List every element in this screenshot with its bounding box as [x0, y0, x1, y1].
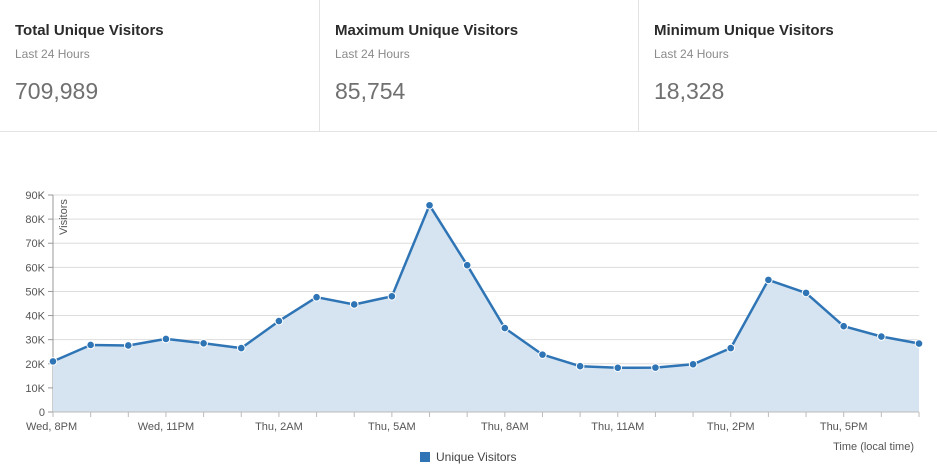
- data-point[interactable]: [236, 343, 246, 353]
- stat-title: Maximum Unique Visitors: [335, 22, 519, 39]
- stat-subtitle: Last 24 Hours: [654, 47, 729, 61]
- stat-total-visitors: Total Unique Visitors Last 24 Hours 709,…: [0, 0, 312, 131]
- y-tick-label: 90K: [25, 190, 45, 202]
- legend-swatch: [420, 452, 430, 462]
- data-point[interactable]: [764, 275, 773, 285]
- data-point[interactable]: [48, 357, 58, 366]
- y-tick-label: 70K: [25, 238, 45, 250]
- data-point[interactable]: [613, 363, 623, 373]
- legend[interactable]: Unique Visitors: [420, 450, 516, 464]
- y-tick-label: 80K: [25, 214, 45, 226]
- x-tick-label: Wed, 8PM: [26, 421, 77, 433]
- series-points: [48, 200, 924, 373]
- x-tick-label: Thu, 5PM: [820, 421, 868, 433]
- stats-row: Total Unique Visitors Last 24 Hours 709,…: [0, 0, 937, 132]
- data-point[interactable]: [161, 334, 171, 344]
- x-tick-label: Thu, 2PM: [707, 421, 755, 433]
- data-point[interactable]: [877, 332, 886, 341]
- data-point[interactable]: [86, 340, 95, 350]
- x-tick-label: Wed, 11PM: [138, 421, 194, 433]
- x-tick-label: Thu, 11AM: [591, 421, 644, 433]
- data-point[interactable]: [801, 288, 811, 298]
- data-point[interactable]: [688, 359, 698, 369]
- data-point[interactable]: [500, 323, 510, 333]
- stat-subtitle: Last 24 Hours: [335, 47, 410, 61]
- y-tick-label: 20K: [25, 359, 45, 371]
- y-tick-label: 50K: [25, 286, 45, 298]
- x-tick-label: Thu, 8AM: [481, 421, 529, 433]
- data-point[interactable]: [199, 338, 208, 348]
- y-tick-label: 0: [39, 407, 45, 419]
- data-point[interactable]: [914, 339, 924, 348]
- stat-title: Minimum Unique Visitors: [654, 22, 834, 39]
- y-tick-label: 10K: [25, 383, 45, 395]
- data-point[interactable]: [124, 341, 133, 350]
- stat-min-visitors: Minimum Unique Visitors Last 24 Hours 18…: [638, 0, 937, 131]
- data-point[interactable]: [726, 343, 736, 353]
- stat-value: 18,328: [654, 78, 725, 104]
- legend-label: Unique Visitors: [436, 450, 517, 464]
- data-point[interactable]: [538, 350, 547, 359]
- data-point[interactable]: [349, 300, 359, 309]
- y-tick-label: 60K: [25, 262, 45, 274]
- data-point[interactable]: [575, 361, 585, 371]
- data-point[interactable]: [312, 292, 321, 302]
- data-point[interactable]: [839, 321, 848, 331]
- series-line: [52, 203, 920, 370]
- data-point[interactable]: [425, 200, 434, 210]
- x-axis-ticks: Wed, 8PM Wed, 11PM Thu, 2AM Thu, 5AM Thu, 8A…: [26, 411, 920, 433]
- y-axis-label: Visitors: [58, 199, 70, 235]
- stat-value: 85,754: [335, 78, 406, 104]
- stat-max-visitors: Maximum Unique Visitors Last 24 Hours 85…: [319, 0, 631, 131]
- stat-title: Total Unique Visitors: [15, 22, 164, 39]
- data-point[interactable]: [274, 316, 284, 326]
- x-tick-label: Thu, 2AM: [255, 421, 303, 433]
- stat-value: 709,989: [15, 78, 99, 104]
- stat-subtitle: Last 24 Hours: [15, 47, 90, 61]
- series-area: [53, 205, 919, 412]
- x-axis-label: Time (local time): [833, 441, 914, 453]
- y-axis-ticks: 0 10K 20K 30K 40K 50K 60K 70K 80K 90K: [25, 190, 53, 419]
- x-tick-label: Thu, 5AM: [368, 421, 416, 433]
- data-point[interactable]: [462, 260, 472, 270]
- y-tick-label: 30K: [25, 335, 45, 347]
- data-point[interactable]: [387, 291, 397, 301]
- data-point[interactable]: [651, 363, 660, 372]
- y-tick-label: 40K: [25, 311, 45, 323]
